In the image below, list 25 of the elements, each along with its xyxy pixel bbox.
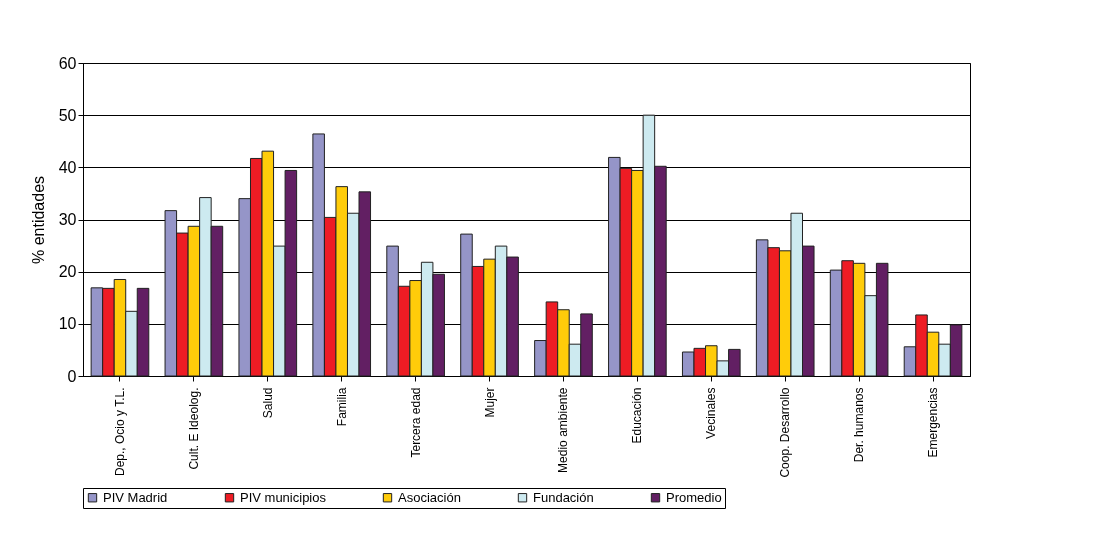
x-tick-label: Coop. Desarrollo: [778, 387, 793, 478]
x-tick-label: Vecinales: [704, 387, 719, 439]
x-tick-label: Mujer: [482, 387, 497, 418]
x-tick-label: Medio ambiente: [556, 387, 571, 473]
legend-label: PIV municipios: [240, 489, 327, 505]
x-tick-label: Der. humanos: [852, 387, 867, 463]
x-tick-label: Emergencias: [926, 387, 941, 458]
x-tick-label: Dep., Ocio y T.L.: [112, 387, 127, 476]
y-tick-label: 0: [67, 367, 77, 385]
x-tick-label: Salud: [260, 387, 275, 419]
x-tick-label: Cult. E Ideolog.: [186, 387, 201, 470]
y-tick-label: 30: [58, 211, 77, 228]
y-tick-label: 50: [58, 106, 77, 124]
y-axis-title: % entidades: [29, 175, 47, 265]
x-tick-label: Educación: [630, 387, 645, 444]
y-tick-label: 60: [58, 54, 77, 72]
legend-label: Fundación: [533, 489, 594, 505]
x-tick-label: Familia: [334, 387, 349, 427]
x-tick-label: Tercera edad: [408, 387, 423, 458]
y-tick-label: 40: [58, 158, 77, 176]
legend-label: PIV Madrid: [103, 489, 168, 505]
legend-label: Asociación: [398, 489, 461, 505]
y-tick-label: 20: [58, 263, 77, 281]
y-tick-label: 10: [58, 315, 77, 333]
legend-label: Promedio: [666, 489, 722, 505]
